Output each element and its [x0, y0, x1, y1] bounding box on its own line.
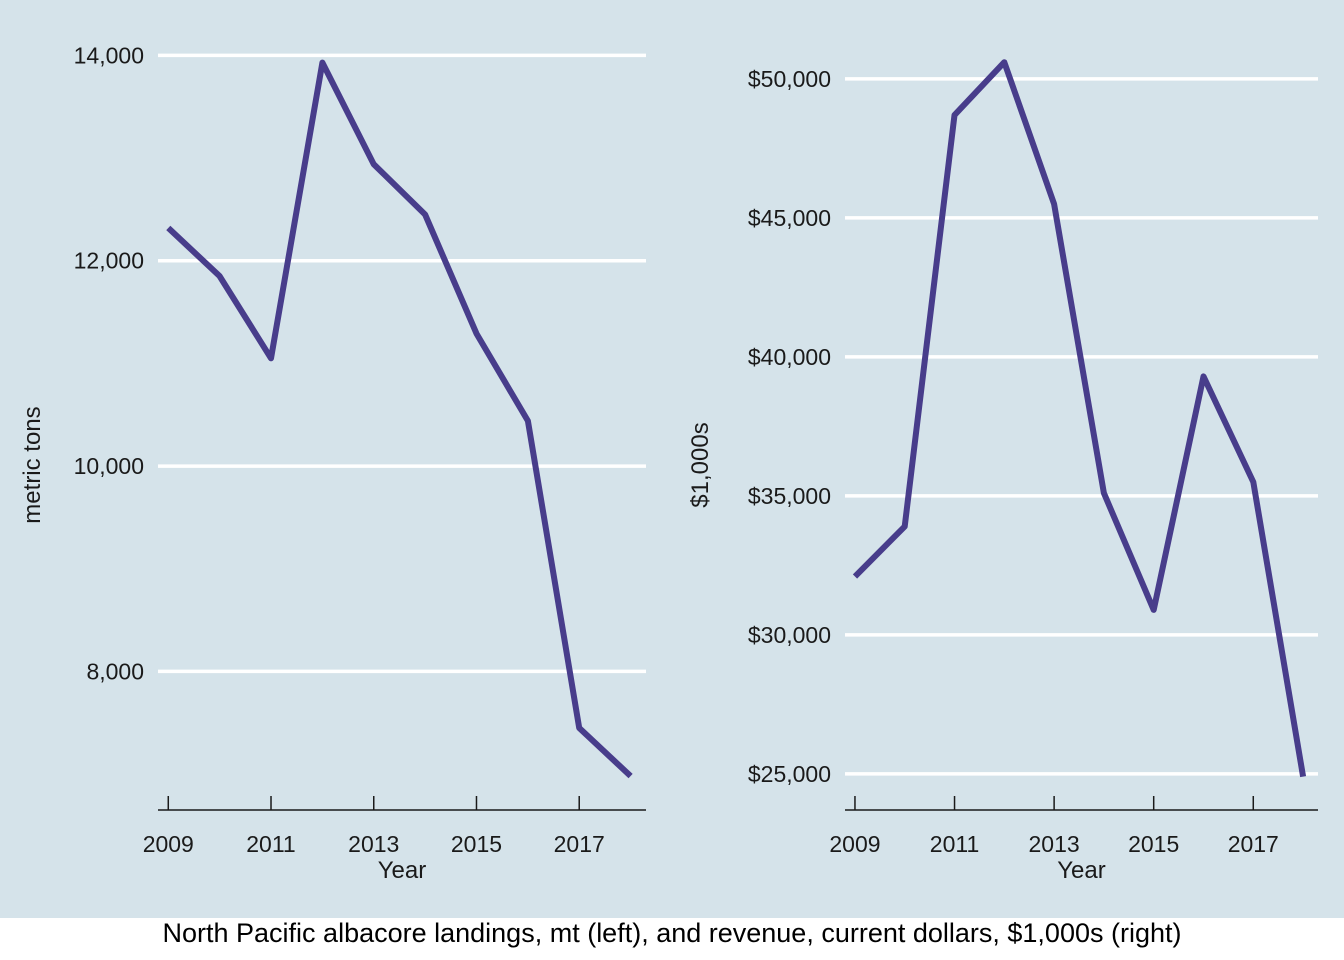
revenue-xtick-label: 2009 — [829, 831, 880, 857]
revenue-data-point — [952, 112, 958, 118]
revenue-data-point — [1001, 59, 1007, 65]
revenue-xtick-label: 2017 — [1228, 831, 1279, 857]
landings-y-axis-title: metric tons — [19, 406, 46, 523]
revenue-ytick-label: $35,000 — [748, 483, 831, 509]
revenue-x-axis-title: Year — [1057, 857, 1106, 884]
revenue-ytick-label: $50,000 — [748, 66, 831, 92]
landings-xtick-label: 2011 — [246, 831, 295, 857]
landings-series-line — [166, 59, 633, 779]
revenue-data-point — [1300, 774, 1306, 780]
revenue-ytick-label: $30,000 — [748, 622, 831, 648]
revenue-xtick-label: 2015 — [1128, 831, 1179, 857]
revenue-data-point — [852, 573, 858, 579]
landings-xtick-label: 2009 — [143, 831, 194, 857]
figure: 8,000 10,000 12,000 14,000 2009 2011 2013 2015 2… — [0, 0, 1344, 918]
landings-ytick-label: 14,000 — [74, 42, 144, 68]
revenue-data-point — [1200, 373, 1206, 379]
landings-data-point — [576, 725, 582, 731]
revenue-data-point — [1101, 490, 1107, 496]
landings-xtick-label: 2017 — [554, 831, 605, 857]
landings-panel: 8,000 10,000 12,000 14,000 2009 2011 2013 2015 2… — [19, 42, 646, 884]
landings-ytick-label: 8,000 — [86, 658, 144, 684]
revenue-y-axis-title: $1,000s — [687, 422, 714, 507]
landings-data-point — [371, 161, 377, 167]
landings-data-point — [165, 225, 171, 231]
revenue-xtick-label: 2011 — [930, 831, 979, 857]
landings-data-point — [422, 212, 428, 218]
figure-background — [0, 0, 1344, 918]
landings-xtick-label: 2013 — [348, 831, 399, 857]
revenue-data-point — [1250, 479, 1256, 485]
revenue-xtick-label: 2013 — [1029, 831, 1080, 857]
revenue-data-point — [902, 523, 908, 529]
revenue-ytick-label: $45,000 — [748, 205, 831, 231]
landings-data-point — [217, 273, 223, 279]
revenue-data-point — [1151, 607, 1157, 613]
landings-data-point — [525, 418, 531, 424]
landings-ytick-label: 10,000 — [74, 453, 144, 479]
landings-ytick-label: 12,000 — [74, 248, 144, 274]
revenue-data-point — [1051, 201, 1057, 207]
landings-data-point — [473, 331, 479, 337]
landings-data-point — [319, 60, 325, 66]
revenue-panel: $25,000 $30,000 $35,000 $40,000 $45,000 $50,0… — [687, 59, 1318, 884]
landings-x-axis-title: Year — [378, 857, 427, 884]
revenue-series-line — [852, 59, 1307, 778]
landings-data-point — [628, 773, 634, 779]
landings-data-point — [268, 355, 274, 361]
revenue-ytick-label: $40,000 — [748, 344, 831, 370]
revenue-ytick-label: $25,000 — [748, 761, 831, 787]
figure-caption: North Pacific albacore landings, mt (lef… — [162, 918, 1182, 948]
landings-xtick-label: 2015 — [451, 831, 502, 857]
